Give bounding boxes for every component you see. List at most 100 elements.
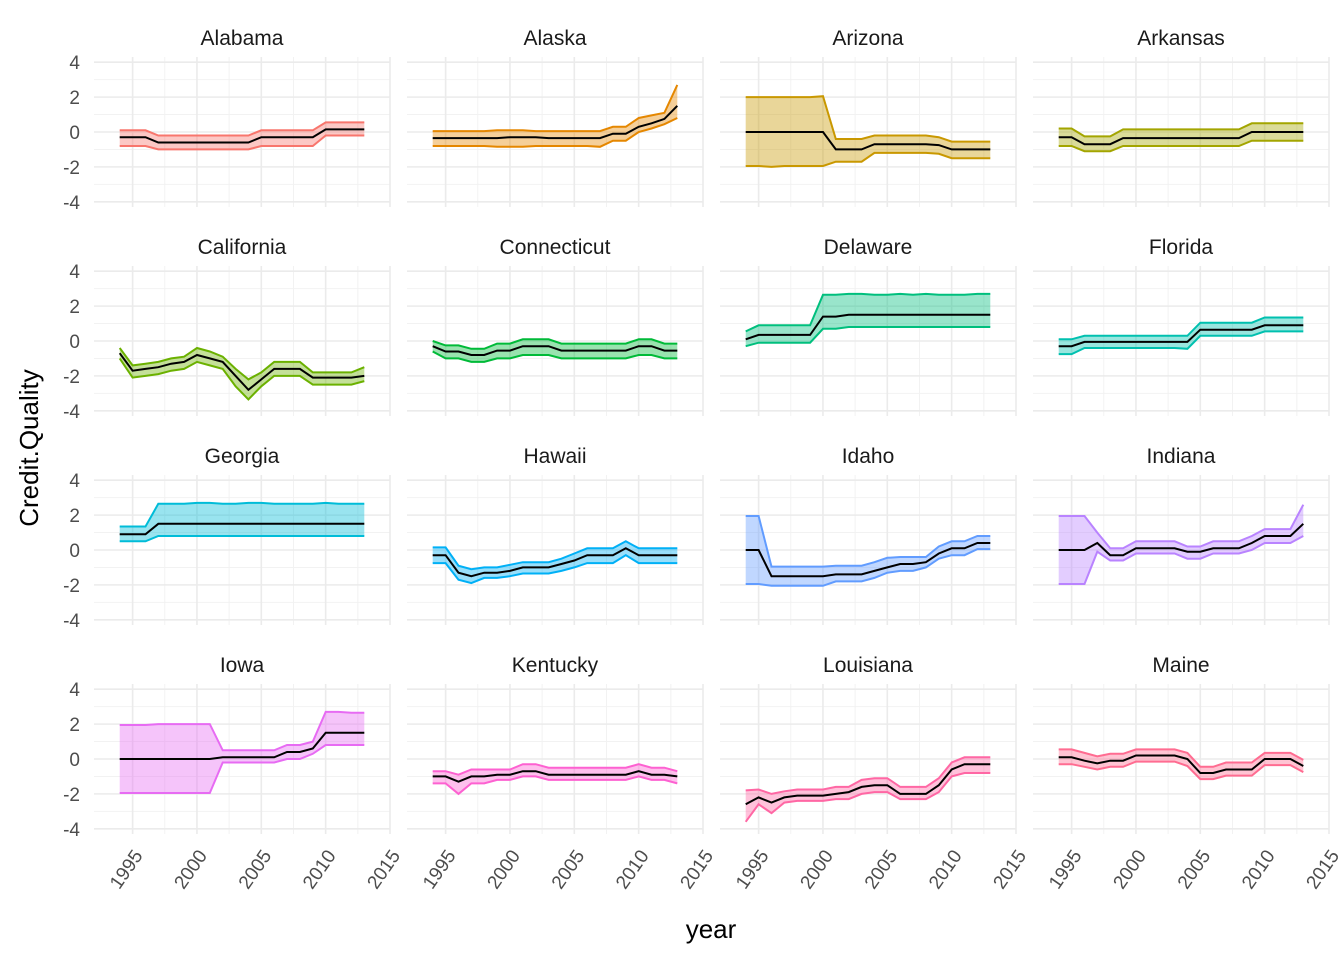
mean-line <box>1058 324 1304 348</box>
mean-line <box>432 770 678 783</box>
mean-line <box>432 105 679 140</box>
y-tick-label: 4 <box>69 262 80 283</box>
ribbon-lower-line <box>432 775 678 796</box>
facet-label: California <box>198 236 287 259</box>
ribbon-upper-line <box>119 710 365 752</box>
panel-florida: Florida <box>1033 236 1330 416</box>
panel-california: California -4 -2 0 2 4 <box>63 236 391 423</box>
panel-indiana: Indiana <box>1033 445 1330 625</box>
mean-line <box>1058 754 1304 774</box>
facet-label: Arizona <box>832 27 904 50</box>
ribbon-area <box>1058 749 1304 780</box>
x-tick-label: 2000 <box>796 846 837 893</box>
panel-maine: Maine 1995 2000 2005 2010 2015 <box>1033 654 1344 893</box>
mean-line <box>118 352 365 392</box>
mean-line <box>1058 131 1304 146</box>
ribbon-upper-line <box>1058 748 1304 768</box>
ribbon-upper-line <box>745 292 991 333</box>
ribbon-lower-line <box>432 554 678 585</box>
x-tick-label: 2005 <box>235 846 276 893</box>
ribbon-lower-line <box>432 117 678 148</box>
ribbon-area <box>119 502 365 542</box>
ribbon-upper-line <box>118 346 365 381</box>
panel-georgia: Georgia -4 -2 0 2 4 <box>63 445 391 632</box>
mean-line <box>745 542 991 578</box>
ribbon-lower-line <box>118 357 365 401</box>
facet-label: Florida <box>1149 236 1214 259</box>
ribbon-upper-line <box>1058 122 1304 138</box>
mean-line <box>119 731 365 760</box>
y-tick-label: 0 <box>69 332 80 353</box>
x-tick-label: 2005 <box>1174 846 1215 893</box>
ribbon-lower-line <box>119 535 365 543</box>
y-tick-label: -2 <box>63 158 80 179</box>
panel-arkansas: Arkansas <box>1033 27 1330 207</box>
panel-kentucky: Kentucky 1995 2000 2005 2010 2015 <box>407 654 718 893</box>
facet-label: Maine <box>1152 654 1209 677</box>
y-tick-label: 4 <box>69 680 80 701</box>
ribbon-lower-line <box>432 350 678 363</box>
facet-label: Alabama <box>201 27 284 50</box>
x-tick-label: 2000 <box>170 846 211 893</box>
panel-connecticut: Connecticut <box>407 236 704 416</box>
x-tick-label: 2015 <box>677 846 718 893</box>
x-tick-label: 2010 <box>1238 846 1279 893</box>
mean-line <box>745 131 991 151</box>
mean-line <box>119 128 365 144</box>
y-tick-label: 0 <box>69 123 80 144</box>
x-tick-label: 2015 <box>364 846 405 893</box>
ribbon-lower-line <box>1058 139 1304 153</box>
ribbon-area <box>745 293 991 347</box>
ribbon-upper-line <box>745 756 991 795</box>
x-tick-label: 2015 <box>1303 846 1344 893</box>
x-tick-label: 2005 <box>548 846 589 893</box>
x-tick-label: 2015 <box>990 846 1031 893</box>
x-tick-label: 2010 <box>925 846 966 893</box>
facet-label: Alaska <box>523 27 586 50</box>
facet-label: Iowa <box>220 654 265 677</box>
ribbon-lower-line <box>1058 535 1304 585</box>
facet-label: Idaho <box>842 445 895 468</box>
ribbon-upper-line <box>432 763 678 776</box>
facet-label: Hawaii <box>523 445 586 468</box>
ribbon-upper-line <box>432 338 678 350</box>
ribbon-lower-line <box>745 548 991 587</box>
facet-panels: Alabama -4 -2 0 2 4 Alaska Arizona Arkansas Calif… <box>63 27 1344 893</box>
panel-alabama: Alabama -4 -2 0 2 4 <box>63 27 391 214</box>
panel-louisiana: Louisiana 1995 2000 2005 2010 2015 <box>720 654 1031 893</box>
ribbon-upper-line <box>119 501 365 528</box>
y-tick-label: -4 <box>63 193 80 214</box>
y-tick-label: 2 <box>69 506 80 527</box>
y-tick-label: 0 <box>69 541 80 562</box>
x-tick-label: 2000 <box>1109 846 1150 893</box>
x-tick-label: 2005 <box>861 846 902 893</box>
x-tick-label: 1995 <box>1045 846 1086 893</box>
ribbon-lower-line <box>744 772 991 823</box>
x-axis-title: year <box>686 914 737 944</box>
panel-hawaii: Hawaii <box>407 445 704 625</box>
panel-iowa: Iowa -4 -2 0 2 4 1995 2000 2005 2010 2015 <box>63 654 405 893</box>
mean-line <box>432 345 678 356</box>
ribbon-lower-line <box>745 151 991 168</box>
mean-line <box>119 522 365 536</box>
facet-label: Delaware <box>824 236 913 259</box>
mean-line <box>432 547 678 578</box>
ribbon-upper-line <box>432 84 679 133</box>
x-tick-label: 1995 <box>419 846 460 893</box>
facet-label: Georgia <box>205 445 280 468</box>
ribbon-area <box>745 96 991 167</box>
facet-label: Louisiana <box>823 654 913 677</box>
mean-line <box>745 763 991 806</box>
ribbon-upper-line <box>432 540 678 571</box>
ribbon-lower-line <box>745 326 991 348</box>
ribbon-upper-line <box>119 121 365 137</box>
facet-label: Indiana <box>1147 445 1216 468</box>
x-tick-label: 1995 <box>106 846 147 893</box>
panel-idaho: Idaho <box>720 445 1017 625</box>
x-tick-label: 2010 <box>299 846 340 893</box>
ribbon-area <box>745 757 991 822</box>
ribbon-upper-line <box>1058 504 1305 550</box>
ribbon-upper-line <box>745 515 991 568</box>
ribbon-lower-line <box>1058 330 1304 356</box>
